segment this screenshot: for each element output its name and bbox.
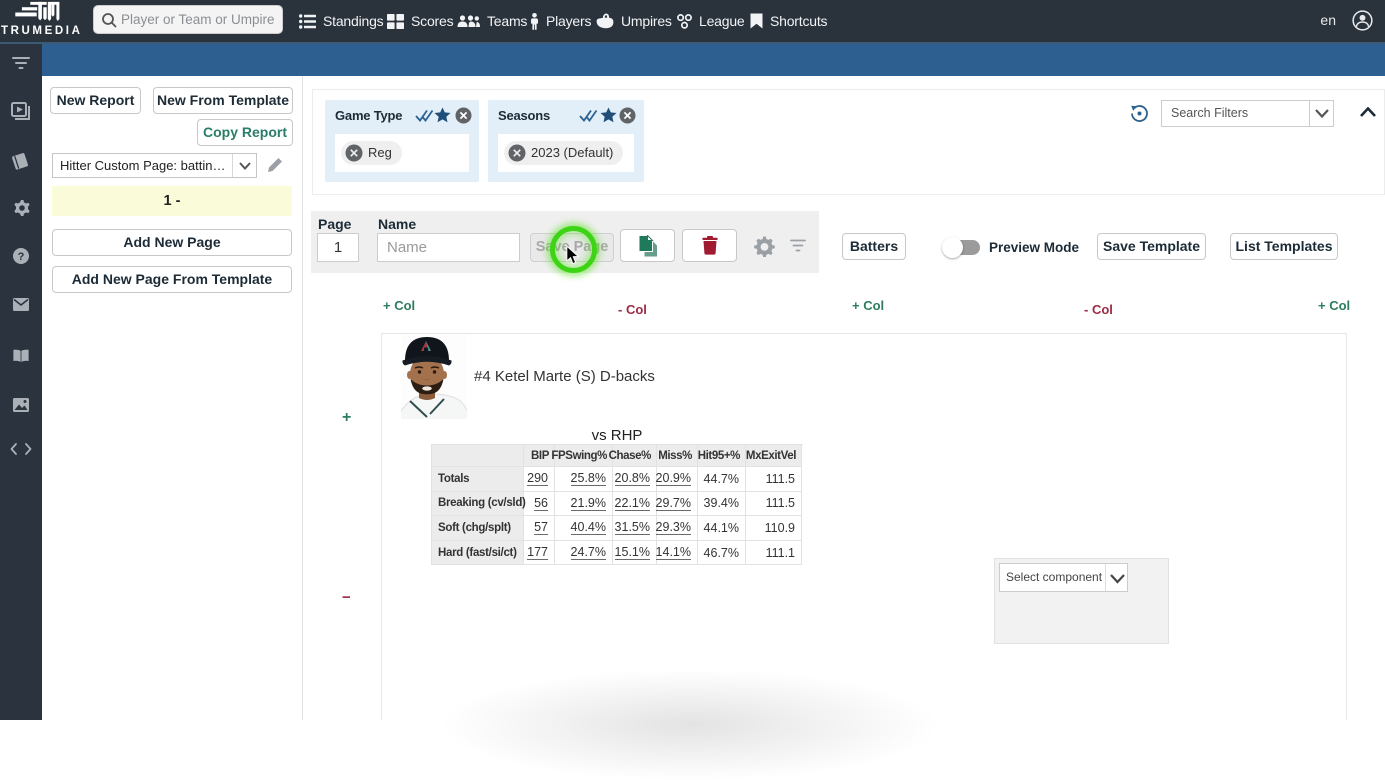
svg-text:?: ?	[18, 251, 25, 263]
